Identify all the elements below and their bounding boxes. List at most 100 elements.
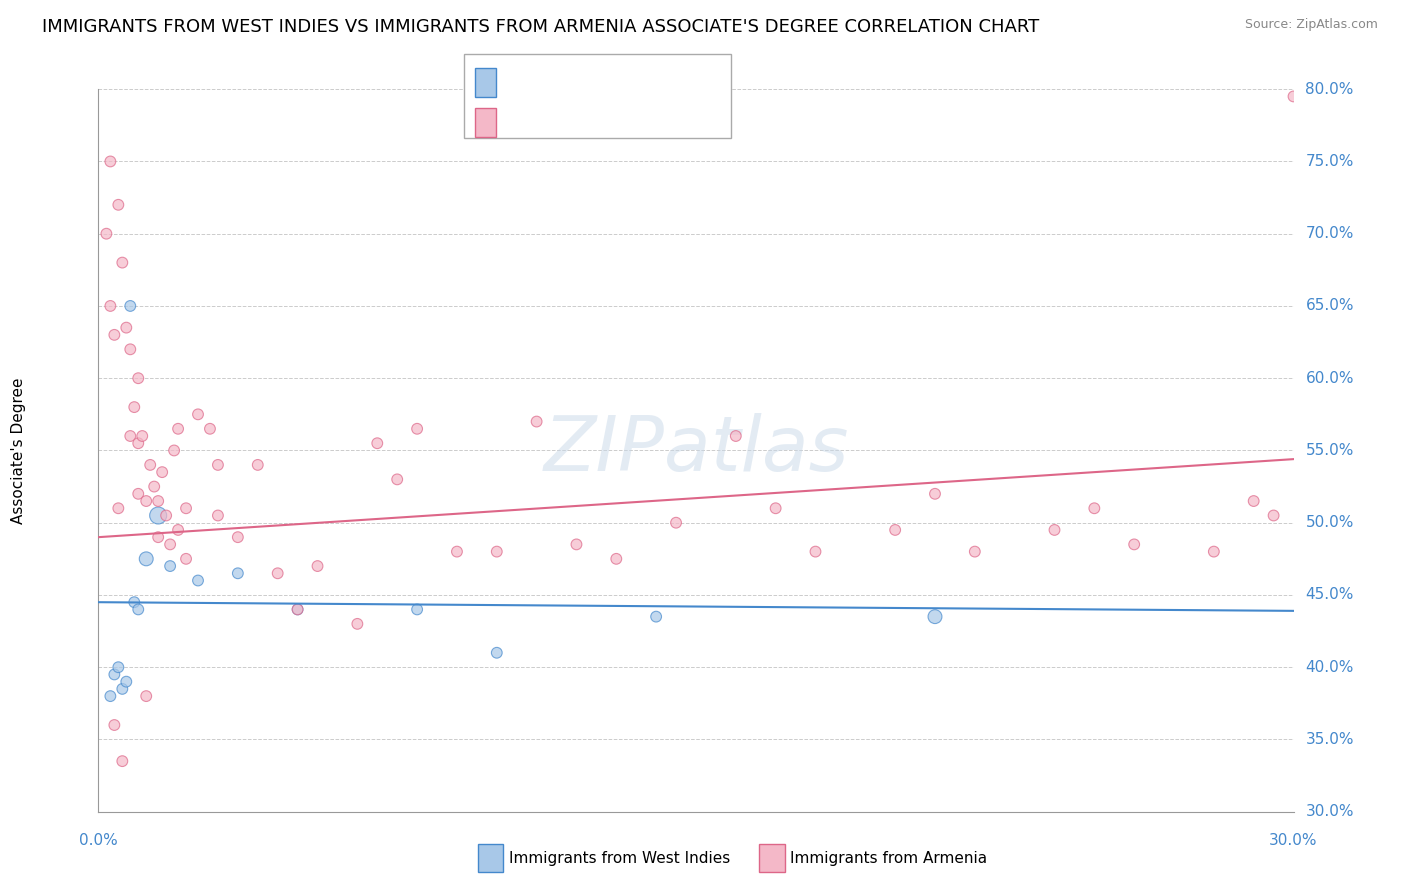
Point	[148, 530, 170, 544]
Point	[174, 501, 197, 516]
Point	[1123, 537, 1146, 551]
Text: N =: N =	[592, 115, 634, 130]
Point	[765, 501, 787, 516]
Point	[127, 602, 149, 616]
Text: 0.0%: 0.0%	[79, 833, 118, 848]
Point	[1243, 494, 1265, 508]
Point	[127, 436, 149, 450]
Text: Source: ZipAtlas.com: Source: ZipAtlas.com	[1244, 18, 1378, 31]
Point	[924, 487, 946, 501]
Point	[804, 544, 827, 558]
Point	[724, 429, 747, 443]
Text: R =: R =	[503, 115, 534, 130]
Point	[107, 660, 129, 674]
Text: 0.103: 0.103	[540, 115, 592, 130]
Point	[139, 458, 162, 472]
Point	[526, 415, 548, 429]
Text: 63: 63	[634, 115, 654, 130]
Point	[111, 255, 134, 269]
Point	[226, 530, 249, 544]
Point	[103, 667, 125, 681]
Point	[1043, 523, 1066, 537]
Point	[187, 574, 209, 588]
Point	[167, 422, 190, 436]
Text: 30.0%: 30.0%	[1306, 805, 1354, 819]
Point	[120, 343, 142, 357]
Point	[148, 494, 170, 508]
Point	[98, 154, 122, 169]
Point	[143, 480, 166, 494]
Point	[103, 718, 125, 732]
Point	[107, 501, 129, 516]
Text: -0.027: -0.027	[540, 75, 592, 90]
Point	[207, 508, 229, 523]
Point	[565, 537, 588, 551]
Point	[98, 299, 122, 313]
Point	[159, 559, 181, 574]
Point	[124, 400, 146, 414]
Point	[884, 523, 907, 537]
Point	[1202, 544, 1225, 558]
Point	[159, 537, 181, 551]
Point	[135, 494, 157, 508]
Point	[287, 602, 309, 616]
Point	[124, 595, 146, 609]
Point	[385, 472, 409, 486]
Point	[1263, 508, 1285, 523]
Point	[963, 544, 986, 558]
Point	[485, 646, 508, 660]
Text: 45.0%: 45.0%	[1306, 588, 1354, 602]
Point	[665, 516, 688, 530]
Point	[111, 754, 134, 768]
Point	[226, 566, 249, 581]
Text: Immigrants from Armenia: Immigrants from Armenia	[790, 851, 987, 865]
Text: 65.0%: 65.0%	[1306, 299, 1354, 313]
Point	[267, 566, 290, 581]
Point	[246, 458, 269, 472]
Point	[111, 681, 134, 696]
Point	[605, 551, 627, 566]
Point	[446, 544, 468, 558]
Point	[131, 429, 153, 443]
Point	[148, 508, 170, 523]
Point	[98, 689, 122, 703]
Point	[174, 551, 197, 566]
Text: Associate's Degree: Associate's Degree	[11, 377, 27, 524]
Point	[163, 443, 186, 458]
Text: IMMIGRANTS FROM WEST INDIES VS IMMIGRANTS FROM ARMENIA ASSOCIATE'S DEGREE CORREL: IMMIGRANTS FROM WEST INDIES VS IMMIGRANT…	[42, 18, 1039, 36]
Point	[645, 609, 668, 624]
Point	[485, 544, 508, 558]
Point	[127, 371, 149, 385]
Point	[366, 436, 388, 450]
Text: 35.0%: 35.0%	[1306, 732, 1354, 747]
Text: 40.0%: 40.0%	[1306, 660, 1354, 674]
Text: 80.0%: 80.0%	[1306, 82, 1354, 96]
Text: 60.0%: 60.0%	[1306, 371, 1354, 385]
Point	[198, 422, 221, 436]
Point	[287, 602, 309, 616]
Point	[406, 422, 429, 436]
Point	[406, 602, 429, 616]
Point	[115, 320, 138, 334]
Point	[150, 465, 173, 479]
Point	[307, 559, 329, 574]
Point	[207, 458, 229, 472]
Text: 55.0%: 55.0%	[1306, 443, 1354, 458]
Point	[96, 227, 118, 241]
Text: 75.0%: 75.0%	[1306, 154, 1354, 169]
Point	[346, 616, 368, 631]
Point	[135, 689, 157, 703]
Text: 18: 18	[634, 75, 655, 90]
Point	[924, 609, 946, 624]
Point	[107, 198, 129, 212]
Point	[135, 551, 157, 566]
Point	[120, 429, 142, 443]
Point	[1282, 89, 1305, 103]
Text: 30.0%: 30.0%	[1270, 833, 1317, 848]
Point	[103, 327, 125, 342]
Text: R =: R =	[503, 75, 534, 90]
Text: Immigrants from West Indies: Immigrants from West Indies	[509, 851, 730, 865]
Point	[115, 674, 138, 689]
Text: 50.0%: 50.0%	[1306, 516, 1354, 530]
Point	[155, 508, 177, 523]
